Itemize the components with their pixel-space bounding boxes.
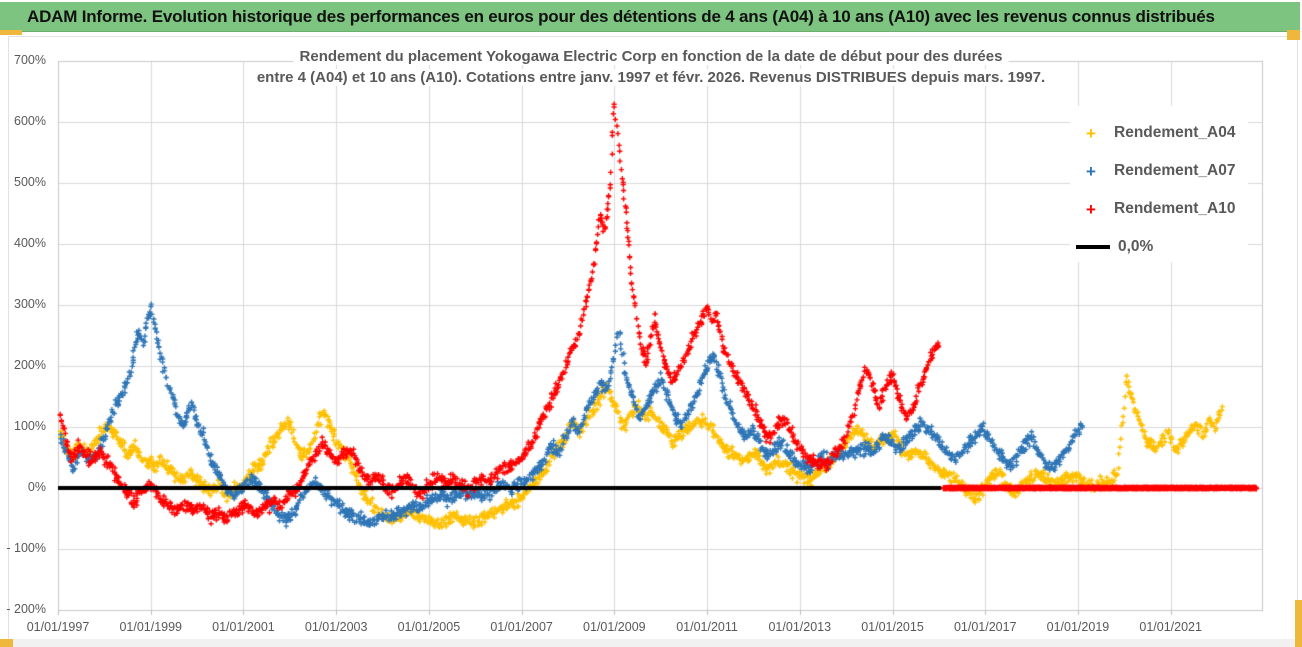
legend-item-label: Rendement_A10 bbox=[1114, 200, 1236, 217]
zero-line-legend-swatch bbox=[1076, 245, 1110, 249]
y-axis-tick-label: - 100% bbox=[6, 541, 46, 556]
scrollbar-strip[interactable] bbox=[0, 639, 1302, 647]
y-axis-tick-label: 300% bbox=[14, 296, 46, 311]
x-axis-tick-label: 01/01/2013 bbox=[768, 620, 832, 634]
x-axis-tick-label: 01/01/2015 bbox=[861, 620, 924, 634]
legend-item-rendement-a07[interactable]: + Rendement_A07 bbox=[1076, 152, 1248, 190]
selection-handle-bottom-right bbox=[1295, 600, 1302, 647]
y-axis-tick-label: 100% bbox=[14, 418, 46, 433]
chart-legend: + Rendement_A04 + Rendement_A07 + Rendement_A… bbox=[1076, 114, 1248, 266]
legend-item-0-0-[interactable]: 0,0% bbox=[1076, 228, 1248, 266]
legend-item-label: Rendement_A04 bbox=[1114, 124, 1236, 141]
chart-title-line1: Rendement du placement Yokogawa Electric… bbox=[293, 48, 1009, 65]
x-axis-tick-label: 01/01/2017 bbox=[953, 620, 1017, 634]
x-axis-tick-label: 01/01/1999 bbox=[119, 620, 182, 634]
plus-marker-icon: + bbox=[1086, 123, 1096, 143]
y-axis-tick-label: - 200% bbox=[6, 602, 46, 617]
y-axis-tick-label: 200% bbox=[14, 357, 46, 372]
legend-item-rendement-a04[interactable]: + Rendement_A04 bbox=[1076, 114, 1248, 152]
y-axis-tick-label: 400% bbox=[14, 235, 46, 250]
legend-item-rendement-a10[interactable]: + Rendement_A10 bbox=[1076, 190, 1248, 228]
plus-marker-icon: + bbox=[1086, 199, 1096, 219]
x-axis-tick-label: 01/01/2019 bbox=[1046, 620, 1110, 634]
plus-marker-icon: + bbox=[1086, 161, 1096, 181]
selection-handle-top-right bbox=[1287, 30, 1300, 40]
y-axis-tick-label: 600% bbox=[14, 113, 46, 128]
x-axis-tick-label: 01/01/2009 bbox=[583, 620, 646, 634]
x-axis-tick-label: 01/01/2001 bbox=[212, 620, 275, 634]
legend-item-label: 0,0% bbox=[1118, 238, 1154, 255]
x-axis-tick-label: 01/01/2011 bbox=[676, 620, 738, 634]
selection-handle-bottom-left bbox=[0, 639, 13, 647]
legend-item-label: Rendement_A07 bbox=[1114, 162, 1236, 179]
x-axis-tick-label: 01/01/2003 bbox=[304, 620, 368, 634]
y-axis-tick-label: 0% bbox=[27, 480, 46, 494]
x-axis-tick-label: 01/01/2021 bbox=[1139, 620, 1202, 634]
x-axis-tick-label: 01/01/2007 bbox=[490, 620, 553, 634]
y-axis-tick-label: 500% bbox=[14, 174, 46, 189]
y-axis-tick-label: 700% bbox=[14, 52, 46, 67]
x-axis-tick-label: 01/01/1997 bbox=[26, 620, 90, 634]
x-axis-tick-label: 01/01/2005 bbox=[397, 620, 461, 634]
chart-title-line2: entre 4 (A04) et 10 ans (A10). Cotations… bbox=[250, 69, 1052, 86]
selection-handle-top-left bbox=[0, 30, 22, 35]
